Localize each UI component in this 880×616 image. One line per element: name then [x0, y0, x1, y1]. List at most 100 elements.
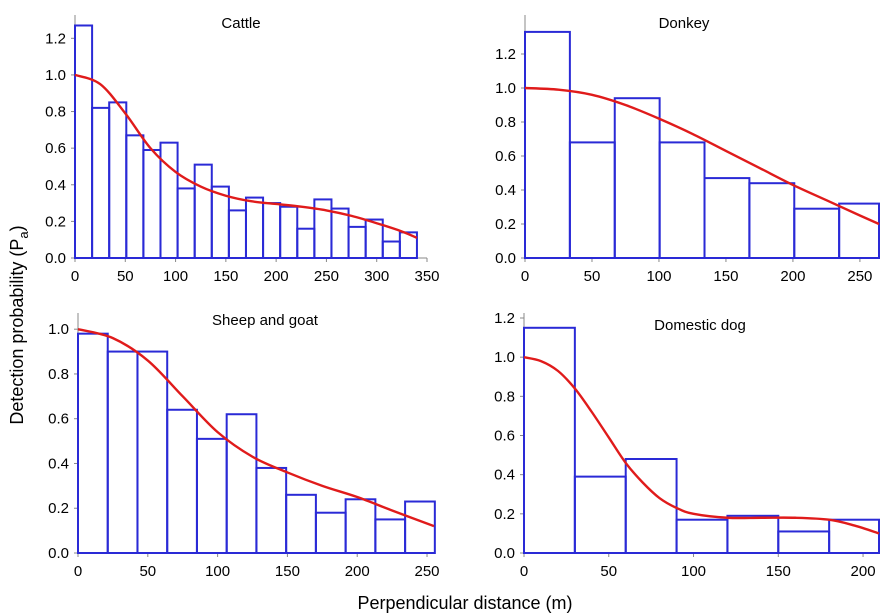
histogram-bar: [262, 202, 282, 259]
y-tick-label: 0.4: [494, 467, 515, 484]
histogram-bar: [77, 332, 109, 554]
x-tick-label: 150: [713, 268, 738, 285]
histogram-bar: [296, 227, 316, 259]
histogram-bar: [314, 511, 347, 555]
histogram-bar: [624, 458, 678, 554]
y-tick-label: 1.0: [45, 67, 66, 84]
detection-function-curve: [523, 355, 880, 535]
histogram-bar: [793, 207, 841, 259]
histogram-bar: [838, 202, 880, 260]
y-tick-label: 0.8: [48, 366, 69, 383]
y-tick-label: 0.4: [45, 177, 66, 194]
x-tick-label: 150: [766, 563, 791, 580]
histogram-bar: [225, 413, 258, 554]
x-tick-label: 50: [139, 563, 156, 580]
histogram-bar: [404, 500, 436, 554]
y-axis-label-close: ): [7, 225, 27, 231]
histogram-bar: [828, 518, 880, 554]
x-tick-label: 200: [780, 268, 805, 285]
histogram-bar: [381, 240, 401, 259]
y-tick-label: 0.6: [494, 428, 515, 445]
x-tick-label: 100: [646, 268, 671, 285]
y-tick-label: 0.0: [48, 545, 69, 562]
x-tick-label: 100: [163, 268, 188, 285]
panel-title: Cattle: [221, 15, 260, 32]
histogram-bar: [523, 326, 576, 554]
panel-sheep-and-goat: Sheep and goat 0.0 0.2 0.4 0.6 0.8 1.0 0 50 100 15…: [48, 312, 439, 580]
histogram-bar: [573, 475, 627, 554]
panel-title: Domestic dog: [654, 317, 746, 334]
y-tick-label: 0.8: [494, 388, 515, 405]
histogram-bar: [675, 518, 729, 554]
y-tick-label: 0.8: [495, 114, 516, 131]
histogram-bar: [166, 408, 198, 554]
histogram-bar: [106, 350, 139, 555]
y-tick-label: 0.4: [48, 455, 69, 472]
histogram-bar: [108, 101, 128, 259]
histogram-bar: [344, 498, 377, 554]
y-tick-label: 0.2: [48, 500, 69, 517]
histogram-bar: [330, 207, 350, 259]
histogram-bar: [777, 530, 831, 554]
detection-function-curve: [77, 328, 435, 528]
detection-function-curve: [74, 73, 418, 239]
histogram-bar: [568, 141, 616, 259]
y-tick-label: 0.0: [45, 250, 66, 267]
histogram-bar: [613, 97, 661, 259]
x-tick-label: 0: [520, 563, 528, 580]
histogram-bar: [193, 163, 213, 259]
histogram-bar: [726, 514, 780, 555]
x-tick-label: 50: [117, 268, 134, 285]
x-tick-label: 200: [851, 563, 876, 580]
x-tick-label: 300: [364, 268, 389, 285]
histogram-bar: [74, 24, 94, 259]
y-tick-label: 0.0: [495, 250, 516, 267]
x-tick-label: 200: [264, 268, 289, 285]
histogram-bar: [524, 30, 571, 260]
y-tick-label: 0.2: [45, 213, 66, 230]
y-tick-label: 0.2: [495, 216, 516, 233]
x-tick-label: 0: [74, 563, 82, 580]
y-tick-label: 0.6: [48, 411, 69, 428]
histogram-bar: [125, 134, 145, 259]
histogram-bar: [142, 148, 162, 259]
panel-domestic-dog: Domestic dog 0.0 0.2 0.4 0.6 0.8 1.0 1.2 0 50 100 1…: [494, 310, 880, 580]
histogram-bar: [136, 350, 169, 555]
x-tick-label: 100: [205, 563, 230, 580]
histogram-bar: [210, 185, 230, 260]
y-axis-label-subscript: a: [16, 231, 31, 239]
histogram-bar: [703, 177, 751, 260]
x-axis-label: Perpendicular distance (m): [357, 593, 572, 613]
panel-cattle: Cattle 0.0 0.2 0.4 0.6 0.8 1.0 1.2 0 50 100 150 200 2…: [45, 15, 440, 285]
histogram-bar: [255, 466, 288, 555]
y-tick-label: 1.0: [494, 349, 515, 366]
detection-function-curve: [524, 86, 880, 226]
y-tick-label: 0.8: [45, 104, 66, 121]
x-tick-label: 250: [415, 563, 440, 580]
histogram-bar: [347, 225, 367, 259]
x-tick-label: 0: [521, 268, 529, 285]
y-axis-label-main: Detection probability (P: [7, 239, 27, 425]
y-axis-label: Detection probability (Pa): [7, 225, 31, 424]
y-tick-label: 1.0: [495, 80, 516, 97]
y-tick-label: 0.6: [45, 140, 66, 157]
x-tick-label: 250: [314, 268, 339, 285]
x-tick-label: 100: [681, 563, 706, 580]
x-tick-label: 250: [847, 268, 872, 285]
y-tick-label: 1.2: [494, 310, 515, 327]
x-tick-label: 0: [71, 268, 79, 285]
histogram-bar: [748, 182, 796, 259]
histogram-bar: [244, 196, 265, 259]
histogram-bar: [91, 106, 111, 259]
y-tick-label: 1.2: [45, 30, 66, 47]
y-tick-label: 1.2: [495, 46, 516, 63]
histogram-bar: [398, 231, 418, 260]
histogram-bar: [195, 437, 228, 555]
histogram-bar: [176, 187, 196, 259]
panel-title: Donkey: [659, 15, 710, 32]
panel-donkey: Donkey 0.0 0.2 0.4 0.6 0.8 1.0 1.2 0 50 100 150 200 2…: [495, 15, 880, 285]
y-tick-label: 0.6: [495, 148, 516, 165]
histogram-bar: [374, 518, 407, 555]
x-tick-label: 150: [213, 268, 238, 285]
